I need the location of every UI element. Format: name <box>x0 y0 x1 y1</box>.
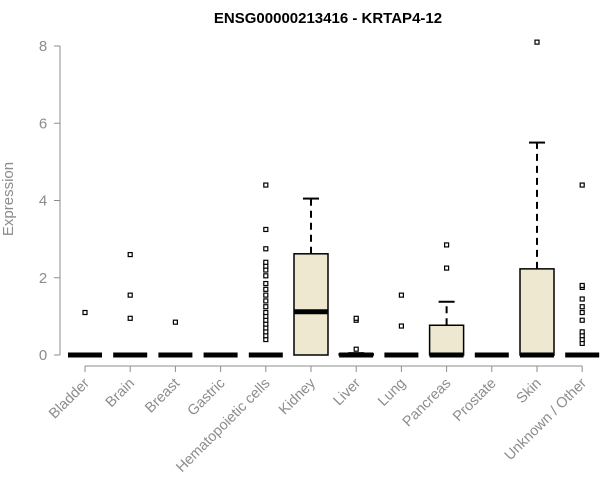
outlier-point <box>579 309 585 316</box>
category-label: Kidney <box>276 375 319 418</box>
category-label: Lung <box>375 376 409 410</box>
outlier-point <box>398 292 404 298</box>
box-kidney <box>293 197 329 356</box>
outlier-point <box>263 259 269 265</box>
box-pancreas <box>428 242 465 358</box>
outlier-point <box>172 319 178 325</box>
y-axis: 0 2 4 6 8 <box>39 38 61 364</box>
box-body <box>519 268 555 356</box>
category-label: Gastric <box>185 376 229 420</box>
outlier-point <box>263 298 269 304</box>
outlier-point <box>353 315 359 321</box>
outlier-point <box>579 282 585 289</box>
category-label: Prostate <box>450 376 499 425</box>
category-label: Skin <box>514 376 545 407</box>
outlier-point <box>127 251 133 258</box>
y-tick-label: 6 <box>39 115 47 132</box>
outlier-point <box>263 226 269 233</box>
outlier-point <box>263 292 269 298</box>
outlier-point <box>353 346 359 352</box>
y-tick-label: 0 <box>39 347 47 364</box>
category-label: Breast <box>142 376 183 417</box>
category-label: Unknown / Other <box>502 375 590 463</box>
category-label: Brain <box>103 376 138 411</box>
box-breast <box>158 319 193 358</box>
box-brain <box>113 251 148 358</box>
outlier-point <box>444 265 450 271</box>
outlier-point <box>579 296 585 302</box>
y-tick-label: 2 <box>39 270 47 287</box>
category-label: Bladder <box>46 375 93 422</box>
y-tick-label: 4 <box>39 193 47 210</box>
outlier-point <box>127 292 133 298</box>
y-axis-label: Expression <box>0 162 17 236</box>
outlier-point <box>579 182 585 188</box>
outlier-point <box>82 309 88 316</box>
outlier-point <box>127 315 133 321</box>
category-label: Liver <box>330 375 364 409</box>
box-unknown-other <box>565 182 600 358</box>
category-label: Pancreas <box>400 376 455 431</box>
box-body <box>293 253 329 356</box>
y-tick-label: 8 <box>39 38 47 55</box>
outlier-point <box>263 182 269 188</box>
box-hematopoietic-cells <box>248 182 283 358</box>
outlier-point <box>398 323 404 329</box>
outlier-point <box>263 286 269 292</box>
box-skin <box>519 39 555 358</box>
outlier-point <box>263 246 269 252</box>
x-axis <box>84 365 583 372</box>
outlier-point <box>263 304 269 310</box>
outlier-point <box>263 309 269 316</box>
outlier-point <box>534 39 540 45</box>
box-body <box>428 324 465 356</box>
box-lung <box>384 292 419 358</box>
chart-title: ENSG00000213416 - KRTAP4-12 <box>214 10 442 27</box>
box-bladder <box>68 309 102 358</box>
outlier-point <box>263 280 269 287</box>
outlier-point <box>263 273 269 279</box>
outlier-point <box>444 242 450 248</box>
outlier-point <box>579 304 585 310</box>
box-liver <box>338 315 374 358</box>
outlier-point <box>579 317 585 323</box>
outlier-point <box>579 329 585 335</box>
box-plots <box>68 39 600 358</box>
